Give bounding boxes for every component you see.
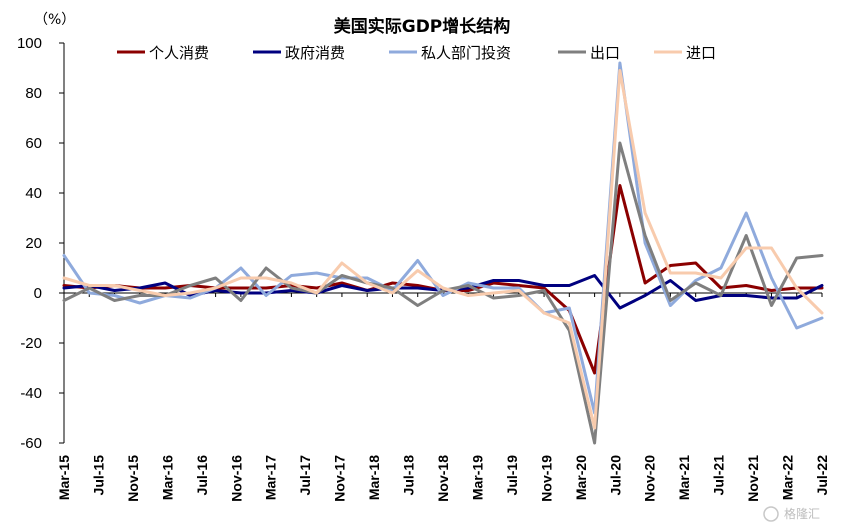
y-tick-label: 40: [25, 185, 42, 202]
series-line: [62, 184, 824, 375]
series-line: [62, 141, 824, 445]
legend: 个人消费 政府消费 私人部门投资 出口 进口: [117, 44, 716, 62]
x-tick-label: Jul-19: [504, 455, 520, 496]
x-tick-label: Nov-15: [125, 455, 141, 502]
y-axis: -60 -40 -20 0 20 40 60 80 100: [17, 35, 65, 452]
series-line: [62, 69, 824, 430]
x-tick-label: Mar-15: [56, 455, 72, 500]
y-tick-label: 20: [25, 235, 42, 252]
x-tick-label: Mar-16: [159, 455, 175, 500]
x-tick-label: Mar-18: [366, 455, 382, 500]
y-tick-label: -60: [20, 435, 42, 452]
y-tick-label: 0: [34, 285, 42, 302]
x-tick-label: Nov-16: [228, 455, 244, 502]
series-lines: [62, 61, 824, 445]
legend-label: 私人部门投资: [421, 44, 511, 62]
legend-label: 进口: [686, 44, 716, 62]
y-unit-label: （%）: [34, 12, 75, 28]
series-line: [62, 61, 824, 415]
x-axis: Mar-15 Jul-15 Nov-15 Mar-16 Jul-16 Nov-16 Mar-…: [56, 292, 830, 502]
x-tick-label: Jul-15: [90, 455, 106, 496]
y-tick-label: -40: [20, 385, 42, 402]
x-tick-label: Mar-22: [780, 455, 796, 500]
y-tick-label: 80: [25, 85, 42, 102]
x-tick-label: Mar-20: [573, 455, 589, 500]
x-tick-label: Mar-21: [676, 455, 692, 500]
chart-title: 美国实际GDP增长结构: [334, 16, 511, 37]
legend-label: 出口: [590, 44, 620, 62]
x-tick-label: Nov-20: [642, 455, 658, 502]
x-tick-label: Jul-18: [401, 455, 417, 496]
x-tick-label: Jul-21: [711, 455, 727, 496]
legend-label: 政府消费: [285, 44, 345, 62]
watermark: 格隆汇: [763, 506, 820, 522]
x-tick-label: Nov-21: [745, 455, 761, 502]
x-tick-label: Nov-19: [538, 455, 554, 502]
x-tick-label: Jul-17: [297, 455, 313, 496]
x-tick-label: Jul-16: [194, 455, 210, 496]
y-tick-label: 60: [25, 135, 42, 152]
x-tick-label: Mar-19: [469, 455, 485, 500]
x-tick-label: Nov-17: [332, 455, 348, 502]
y-tick-label: -20: [20, 335, 42, 352]
x-tick-label: Jul-22: [814, 455, 830, 496]
x-tick-label: Nov-18: [435, 455, 451, 502]
x-tick-label: Mar-17: [263, 455, 279, 500]
x-tick-label: Jul-20: [607, 455, 623, 496]
y-tick-label: 100: [17, 35, 42, 52]
watermark-text: 格隆汇: [784, 506, 820, 521]
watermark-logo-icon: [763, 506, 779, 522]
legend-label: 个人消费: [149, 44, 209, 62]
